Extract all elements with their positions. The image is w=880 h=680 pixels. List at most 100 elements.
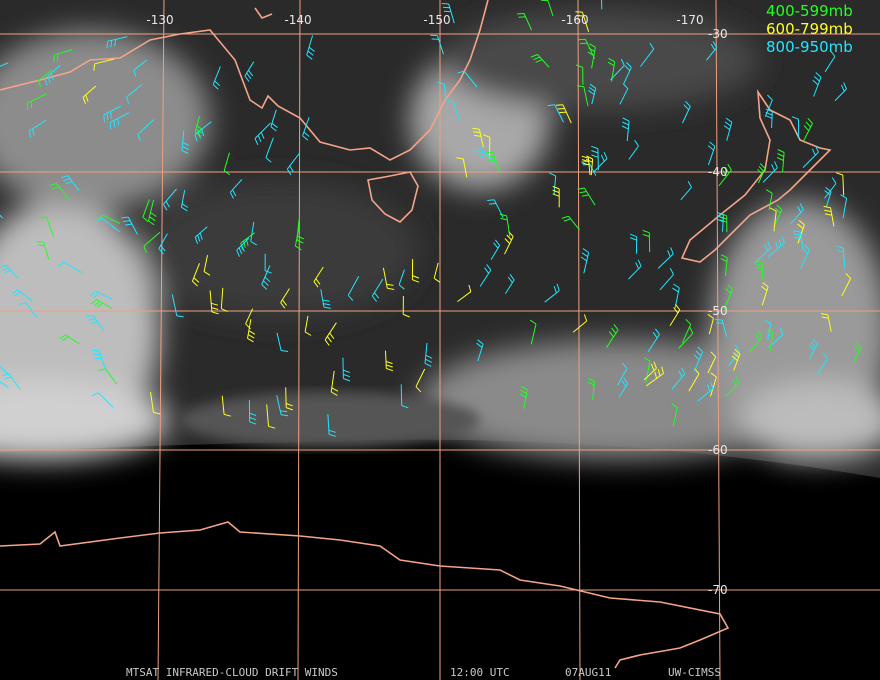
- wind-barb: [126, 84, 143, 104]
- wind-barb: [540, 0, 554, 17]
- barb-stroke: [203, 254, 211, 276]
- time: 12:00 UTC: [450, 666, 510, 679]
- wind-barb: [424, 343, 433, 367]
- wind-barb: [797, 219, 805, 244]
- barb-stroke: [137, 119, 155, 142]
- wind-barb: [499, 213, 511, 237]
- wind-barb: [619, 83, 629, 105]
- wind-barb: [194, 121, 212, 142]
- wind-barb: [585, 155, 594, 176]
- wind-barbs: [0, 0, 862, 437]
- wind-barb: [103, 105, 122, 122]
- wind-barb: [371, 278, 384, 302]
- barb-stroke: [44, 65, 61, 86]
- wind-barb: [487, 199, 504, 218]
- barb-stroke: [716, 211, 724, 232]
- barb-stroke: [575, 11, 590, 32]
- barb-stroke: [327, 414, 336, 437]
- wind-barb: [802, 145, 819, 168]
- barb-stroke: [808, 338, 818, 360]
- wind-barb: [49, 182, 71, 201]
- wind-barb: [44, 65, 61, 86]
- wind-barb: [0, 62, 9, 67]
- barb-stroke: [266, 404, 276, 429]
- wind-barb: [320, 289, 331, 309]
- barb-stroke: [547, 104, 564, 123]
- barb-stroke: [544, 283, 560, 303]
- wind-barb: [707, 313, 714, 335]
- barb-stroke: [643, 361, 657, 381]
- barb-stroke: [757, 163, 766, 184]
- wind-barb: [519, 385, 528, 409]
- wind-barb: [276, 395, 289, 417]
- wind-barb: [18, 302, 38, 319]
- barb-stroke: [106, 36, 128, 49]
- wind-barb: [800, 244, 810, 269]
- barb-stroke: [26, 93, 47, 111]
- barb-stroke: [628, 139, 639, 160]
- wind-barb: [171, 294, 184, 318]
- barb-stroke: [812, 72, 822, 97]
- barb-stroke: [669, 303, 681, 327]
- barb-stroke: [647, 328, 660, 353]
- wind-barb: [36, 241, 50, 260]
- barb-stroke: [671, 367, 686, 390]
- barb-stroke: [342, 357, 351, 382]
- wind-barb: [710, 372, 717, 397]
- barb-stroke: [823, 205, 835, 227]
- wind-barb: [106, 36, 128, 49]
- barb-stroke: [180, 190, 189, 212]
- wind-barb: [221, 395, 232, 417]
- barb-stroke: [0, 62, 9, 67]
- barb-stroke: [82, 85, 97, 104]
- barb-stroke: [437, 81, 447, 101]
- wind-barb: [544, 283, 560, 303]
- wind-barb: [765, 189, 773, 211]
- barb-stroke: [313, 266, 324, 288]
- wind-barb: [57, 261, 83, 274]
- wind-barb: [490, 239, 501, 260]
- barb-stroke: [671, 403, 678, 427]
- barb-stroke: [530, 54, 550, 68]
- wind-barb: [270, 109, 278, 132]
- wind-barb: [643, 361, 657, 381]
- wind-barb: [812, 72, 822, 97]
- latitude-label: -70: [708, 583, 728, 597]
- barb-stroke: [723, 284, 734, 310]
- barb-stroke: [143, 231, 161, 253]
- wind-barb: [91, 392, 114, 408]
- barb-stroke: [270, 109, 278, 132]
- barb-stroke: [221, 395, 232, 417]
- longitude-line: [157, 0, 165, 680]
- latitude-label: -50: [708, 304, 728, 318]
- wind-barb: [580, 248, 590, 274]
- barb-stroke: [229, 179, 243, 199]
- barb-stroke: [347, 276, 360, 301]
- wind-barb: [92, 349, 107, 371]
- barb-stroke: [789, 203, 804, 225]
- legend-entry: 800-950mb: [766, 38, 853, 56]
- barb-stroke: [171, 294, 184, 318]
- longitude-label: -140: [284, 13, 311, 27]
- wind-barb: [561, 215, 580, 231]
- coastlines: [0, 0, 832, 669]
- wind-barb: [643, 357, 651, 383]
- wind-barb: [628, 259, 642, 280]
- wind-barb: [302, 117, 310, 141]
- barb-stroke: [286, 152, 301, 176]
- barb-stroke: [485, 151, 501, 174]
- wind-barb: [587, 377, 595, 400]
- wind-barb: [0, 365, 10, 376]
- barb-stroke: [682, 318, 692, 343]
- wind-barb: [203, 254, 211, 276]
- wind-barb: [630, 233, 638, 254]
- barb-stroke: [619, 83, 629, 105]
- wind-barb: [93, 58, 115, 71]
- wind-barb: [472, 127, 484, 148]
- wind-barb: [248, 400, 257, 425]
- wind-barb: [247, 319, 256, 343]
- wind-barb: [628, 139, 639, 160]
- wind-barb: [578, 38, 595, 59]
- wind-barb: [577, 187, 596, 206]
- barb-stroke: [628, 259, 642, 280]
